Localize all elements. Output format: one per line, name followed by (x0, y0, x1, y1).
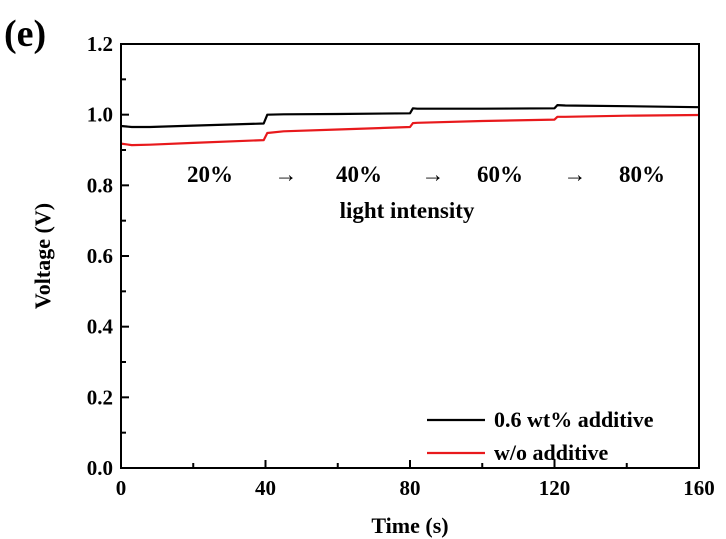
y-tick-label: 0.4 (87, 315, 114, 339)
x-tick-label: 120 (539, 476, 571, 500)
arrow-label: → (422, 162, 445, 187)
light-intensity-caption: light intensity (340, 198, 475, 223)
axes-layer (120, 43, 700, 469)
y-tick-label: 0.0 (87, 456, 113, 480)
x-tick-label: 0 (116, 476, 127, 500)
legend-label-0: 0.6 wt% additive (494, 407, 654, 432)
x-tick-label: 80 (400, 476, 421, 500)
intensity-label: 80% (619, 162, 665, 187)
plot-frame (120, 43, 700, 469)
arrow-label: → (564, 162, 587, 187)
labels-layer: 0.0 0.2 0.4 0.6 0.8 1.0 1.2 0 40 80 120 160 Time (s)… (4, 13, 715, 538)
y-tick-label: 0.2 (87, 385, 113, 409)
y-tick-label: 0.8 (87, 173, 113, 197)
y-tick-label: 0.6 (87, 244, 113, 268)
intensity-label: 40% (336, 162, 382, 187)
legend: 0.6 wt% additive w/o additive (427, 407, 654, 465)
ticks-layer (120, 43, 700, 469)
panel-label: (e) (4, 13, 46, 55)
series-line-0 (120, 103, 700, 129)
x-axis-title: Time (s) (371, 513, 448, 538)
x-tick-label: 160 (683, 476, 715, 500)
y-axis-title: Voltage (V) (30, 203, 55, 309)
intensity-label: 60% (477, 162, 523, 187)
y-tick-label: 1.0 (87, 103, 113, 127)
arrow-label: → (275, 162, 298, 187)
annotation-layer: 20% 40% 60% 80% → → → light intensity (187, 162, 665, 223)
x-tick-label: 40 (255, 476, 276, 500)
y-tick-label: 1.2 (87, 32, 113, 56)
plot-layer (120, 103, 700, 147)
legend-label-1: w/o additive (494, 440, 609, 465)
intensity-label: 20% (187, 162, 233, 187)
series-line-1 (120, 113, 700, 147)
